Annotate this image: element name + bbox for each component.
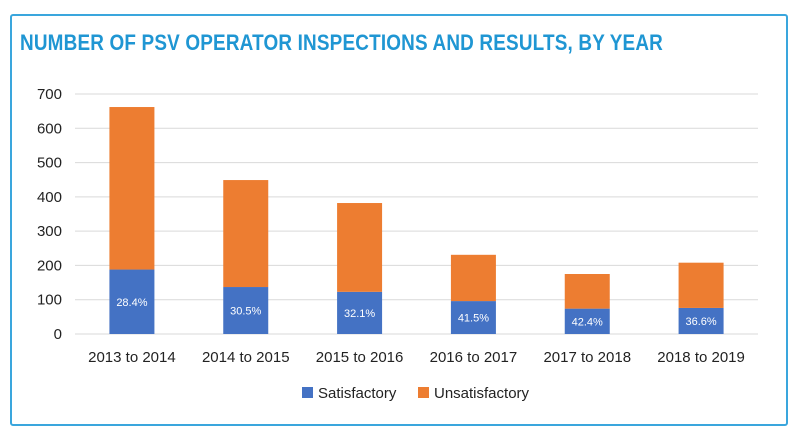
- bars: 28.4% 30.5% 32.1% 41.5% 42.4% 36.6%: [109, 107, 724, 334]
- bar-unsatisfactory-5: [564, 274, 610, 309]
- data-label: 36.6%: [685, 316, 716, 328]
- x-tick-label: 2015 to 2016: [316, 349, 404, 366]
- y-axis: 0 100 200 300 400 500 600 700: [37, 86, 62, 343]
- bar-unsatisfactory-4: [450, 254, 496, 302]
- y-tick-label: 100: [37, 292, 62, 309]
- bar-unsatisfactory-3: [337, 203, 383, 292]
- data-label: 41.5%: [458, 313, 489, 325]
- legend-swatch-unsatisfactory: [418, 387, 429, 398]
- y-tick-label: 0: [54, 326, 62, 343]
- bar-unsatisfactory-2: [223, 180, 269, 288]
- data-label: 42.4%: [572, 316, 603, 328]
- data-label: 28.4%: [116, 297, 147, 309]
- bar-satisfactory-4: [450, 301, 496, 334]
- y-tick-label: 700: [37, 86, 62, 103]
- y-tick-label: 200: [37, 257, 62, 274]
- chart-title: NUMBER OF PSV OPERATOR INSPECTIONS AND R…: [20, 30, 664, 55]
- bar-satisfactory-3: [337, 291, 383, 334]
- legend-swatch-satisfactory: [302, 387, 313, 398]
- legend: Satisfactory Unsatisfactory: [302, 385, 530, 402]
- y-tick-label: 600: [37, 120, 62, 137]
- gridlines: [75, 93, 758, 335]
- data-label: 32.1%: [344, 308, 375, 320]
- bar-satisfactory-6: [678, 307, 724, 334]
- x-tick-label: 2016 to 2017: [430, 349, 518, 366]
- bar-satisfactory-2: [223, 287, 269, 334]
- bar-satisfactory-5: [564, 308, 610, 334]
- legend-label-satisfactory: Satisfactory: [318, 385, 397, 402]
- y-tick-label: 300: [37, 223, 62, 240]
- x-tick-label: 2013 to 2014: [88, 349, 176, 366]
- bar-satisfactory-1: [109, 269, 155, 334]
- y-tick-label: 500: [37, 155, 62, 172]
- y-tick-label: 400: [37, 189, 62, 206]
- data-label: 30.5%: [230, 306, 261, 318]
- x-tick-label: 2018 to 2019: [657, 349, 745, 366]
- bar-unsatisfactory-1: [109, 107, 155, 270]
- x-tick-label: 2017 to 2018: [543, 349, 631, 366]
- bar-unsatisfactory-6: [678, 262, 724, 308]
- legend-label-unsatisfactory: Unsatisfactory: [434, 385, 530, 402]
- x-axis: 2013 to 2014 2014 to 2015 2015 to 2016 2016…: [88, 349, 745, 366]
- x-tick-label: 2014 to 2015: [202, 349, 290, 366]
